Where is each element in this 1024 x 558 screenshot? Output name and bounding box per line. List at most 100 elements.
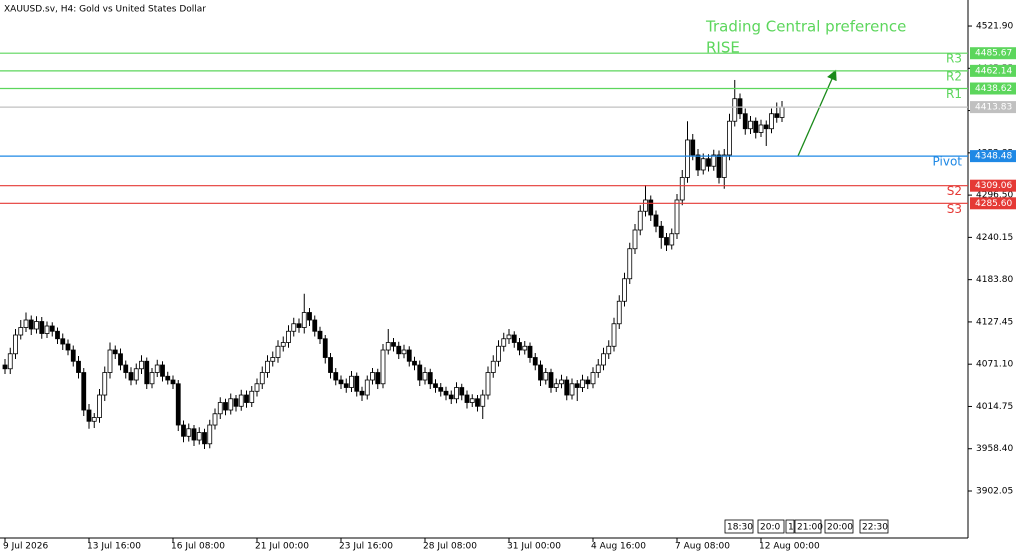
candle-body [522,345,528,351]
candle-body [438,387,444,392]
candle-body [144,360,150,385]
level-value: 4438.62 [975,84,1012,94]
candle-body [763,124,769,130]
level-box [970,101,1016,114]
candle-body [301,312,307,328]
candle-body [28,319,34,330]
candle-body [664,237,669,246]
x-tick-label: 12 Aug 00:00 [759,542,820,552]
candle-body [501,338,507,347]
candle-body [170,379,176,385]
candle-body [417,364,423,381]
candle-body [601,353,606,366]
level-box [970,150,1016,163]
x-tick-label: 13 Jul 16:00 [87,542,141,552]
x-tick-label: 21 Jul 00:00 [255,542,309,552]
candle-body [338,379,344,385]
candle-body [753,120,759,133]
session-label: 18:30 [727,523,753,533]
candle-body [296,323,302,328]
y-tick-label: 4127.45 [976,317,1013,327]
candle-body [396,345,402,355]
level-name: R3 [946,52,962,66]
candle-body [2,364,8,370]
candle-body [401,349,407,355]
candle-body [133,368,139,381]
candle-body [721,154,727,178]
candle-body [254,383,260,392]
x-tick-label: 4 Aug 16:00 [591,542,646,552]
y-tick-label: 4014.75 [976,402,1013,412]
level-name: S2 [947,184,962,198]
candle-body [102,372,108,396]
candle-body [585,379,591,385]
candle-body [496,345,501,362]
session-box [785,519,795,534]
y-tick-label: 4296.50 [976,191,1013,201]
trend-arrow [797,69,837,157]
candle-body [580,379,585,388]
candle-body [23,319,29,328]
candle-body [112,349,118,355]
candle-body [716,154,722,178]
candle-body [165,375,171,381]
candle-body [13,334,18,355]
candle-body [480,394,486,407]
candle-body [49,325,55,332]
candle-body [737,98,743,115]
y-tick-label: 3958.40 [976,444,1013,454]
candle-body [333,372,339,381]
level-value: 4309.06 [975,181,1012,191]
candle-body [123,364,129,373]
candle-body [181,424,186,437]
candle-body [412,360,417,366]
candle-body [506,334,512,340]
candle-body [107,349,113,373]
candle-body [564,379,570,396]
candle-body [706,158,711,167]
candle-body [611,323,617,347]
candle-body [375,372,381,385]
x-tick-label: 31 Jul 00:00 [507,542,561,552]
candle-body [648,199,654,216]
candle-body [679,177,685,201]
candle-body [511,334,517,343]
candle-body [774,113,780,118]
candle-body [742,113,748,130]
candle-body [139,360,144,370]
candle-body [265,360,270,373]
level-value: 4462.14 [975,66,1012,76]
candle-body [354,375,360,392]
candle-body [18,327,24,336]
candle-body [7,353,13,370]
candle-body [727,120,732,156]
candle-body [349,375,354,388]
candle-body [653,214,659,227]
x-tick-label: 28 Jul 08:00 [423,542,477,552]
candle-body [286,330,291,343]
candle-body [86,409,92,422]
candle-body [627,248,633,280]
y-tick-label: 4071.10 [976,360,1013,370]
candle-body [39,321,45,334]
level-box [970,47,1016,60]
session-box [724,519,754,534]
candle-body [606,345,612,355]
level-box [970,64,1016,77]
x-tick-label: 16 Jul 08:00 [171,542,225,552]
candle-body [590,372,596,385]
level-name: R2 [946,69,962,83]
session-box [824,519,854,534]
candle-body [291,323,297,332]
candle-body [175,383,181,426]
candle-body [380,349,386,385]
session-box [794,519,822,534]
candle-body [422,372,428,381]
session-label: 1 [788,523,794,533]
candle-body [758,124,764,133]
candle-body [154,364,160,373]
candle-body [270,357,276,362]
candle-body [149,372,155,385]
level-value: 4285.60 [975,199,1012,209]
